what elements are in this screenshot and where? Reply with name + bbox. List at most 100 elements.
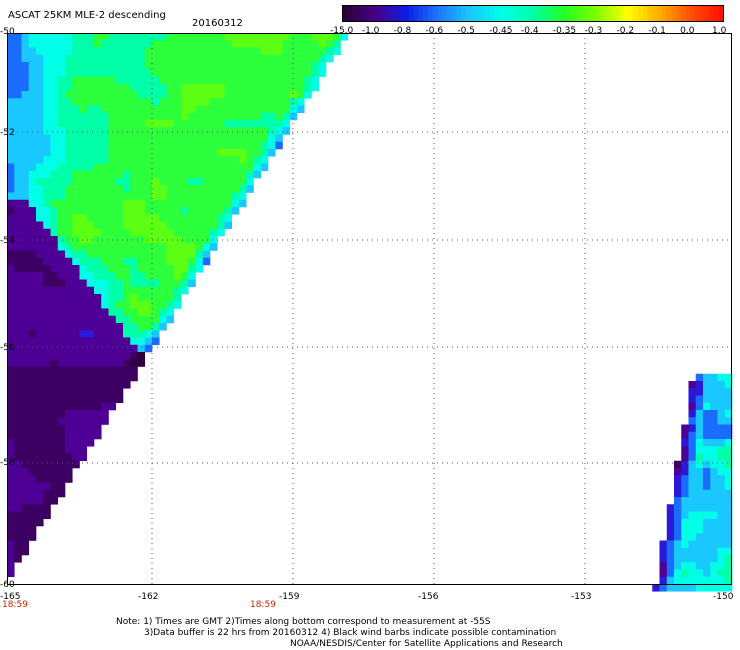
swath-cell <box>14 185 22 193</box>
swath-cell <box>28 475 37 483</box>
swath-cell <box>21 330 30 338</box>
swath-cell <box>159 308 167 317</box>
swath-cell <box>50 497 59 505</box>
swath-cell <box>72 236 80 244</box>
swath-cell <box>72 460 80 469</box>
swath-cell <box>108 163 117 172</box>
swath-cell <box>137 185 146 193</box>
swath-cell <box>65 424 73 433</box>
swath-cell <box>297 40 305 48</box>
swath-cell <box>72 214 80 222</box>
swath-cell <box>21 250 30 259</box>
swath-cell <box>123 243 131 251</box>
swath-cell <box>130 134 138 143</box>
swath-cell <box>688 562 697 570</box>
swath-cell <box>28 105 37 114</box>
swath-cell <box>50 199 59 208</box>
swath-cell <box>43 214 51 222</box>
swath-cell <box>79 54 88 63</box>
swath-cell <box>674 468 682 476</box>
swath-cell <box>65 395 73 404</box>
swath-cell <box>195 163 204 172</box>
swath-cell <box>57 91 66 99</box>
swath-cell <box>36 69 44 77</box>
swath-cell <box>703 569 711 578</box>
swath-cell <box>36 98 44 106</box>
swath-cell <box>166 40 175 48</box>
color-scale-step <box>380 5 386 22</box>
swath-cell <box>246 141 254 150</box>
swath-cell <box>210 178 218 186</box>
swath-cell <box>688 460 697 469</box>
color-scale-label: 0.0 <box>680 26 695 36</box>
swath-cell <box>115 112 124 121</box>
swath-cell <box>115 207 124 215</box>
swath-cell <box>108 149 117 157</box>
swath-cell <box>137 156 146 164</box>
swath-cell <box>7 526 15 534</box>
swath-cell <box>79 272 88 280</box>
swath-cell <box>50 192 59 201</box>
color-scale-step <box>442 5 448 22</box>
swath-cell <box>173 192 182 201</box>
swath-cell <box>297 98 305 106</box>
swath-cell <box>21 69 30 77</box>
swath-cell <box>239 127 247 135</box>
swath-cell <box>152 98 160 106</box>
swath-cell <box>724 489 733 498</box>
swath-cell <box>28 359 37 367</box>
swath-cell <box>224 141 233 150</box>
swath-cell <box>72 40 80 48</box>
swath-cell <box>14 214 22 222</box>
swath-cell <box>166 134 175 143</box>
swath-cell <box>79 308 88 317</box>
swath-cell <box>703 547 711 556</box>
color-scale-step <box>547 5 553 22</box>
swath-cell <box>108 286 117 295</box>
swath-cell <box>108 170 117 179</box>
swath-cell <box>36 127 44 135</box>
swath-cell <box>340 33 349 41</box>
swath-cell <box>43 344 51 353</box>
swath-cell <box>260 112 269 121</box>
swath-cell <box>275 120 283 128</box>
swath-cell <box>21 127 30 135</box>
swath-cell <box>181 120 189 128</box>
swath-cell <box>36 192 44 201</box>
swath-cell <box>289 83 298 92</box>
swath-cell <box>115 69 124 77</box>
color-scale-step <box>361 5 367 22</box>
swath-cell <box>57 337 66 346</box>
swath-cell <box>224 83 233 92</box>
x-tick-label: -156 <box>418 592 439 602</box>
swath-cell <box>7 562 15 570</box>
swath-cell <box>7 330 15 338</box>
swath-cell <box>21 388 30 396</box>
swath-cell <box>43 127 51 135</box>
swath-cell <box>28 272 37 280</box>
swath-cell <box>710 547 718 556</box>
swath-cell <box>79 330 88 338</box>
swath-cell <box>36 417 44 425</box>
swath-cell <box>703 576 711 585</box>
swath-cell <box>28 98 37 106</box>
swath-cell <box>246 33 254 41</box>
swath-cell <box>94 395 102 404</box>
swath-cell <box>72 352 80 360</box>
swath-cell <box>50 272 59 280</box>
swath-cell <box>72 250 80 259</box>
swath-cell <box>210 221 218 230</box>
swath-cell <box>181 243 189 251</box>
swath-cell <box>217 185 225 193</box>
swath-cell <box>65 54 73 63</box>
swath-cell <box>50 417 59 425</box>
swath-cell <box>224 178 233 186</box>
swath-cell <box>108 257 117 266</box>
swath-cell <box>688 446 697 454</box>
swath-cell <box>268 134 276 143</box>
swath-cell <box>674 482 682 491</box>
swath-cell <box>72 417 80 425</box>
swath-cell <box>72 330 80 338</box>
swath-cell <box>115 250 124 259</box>
swath-cell <box>94 91 102 99</box>
